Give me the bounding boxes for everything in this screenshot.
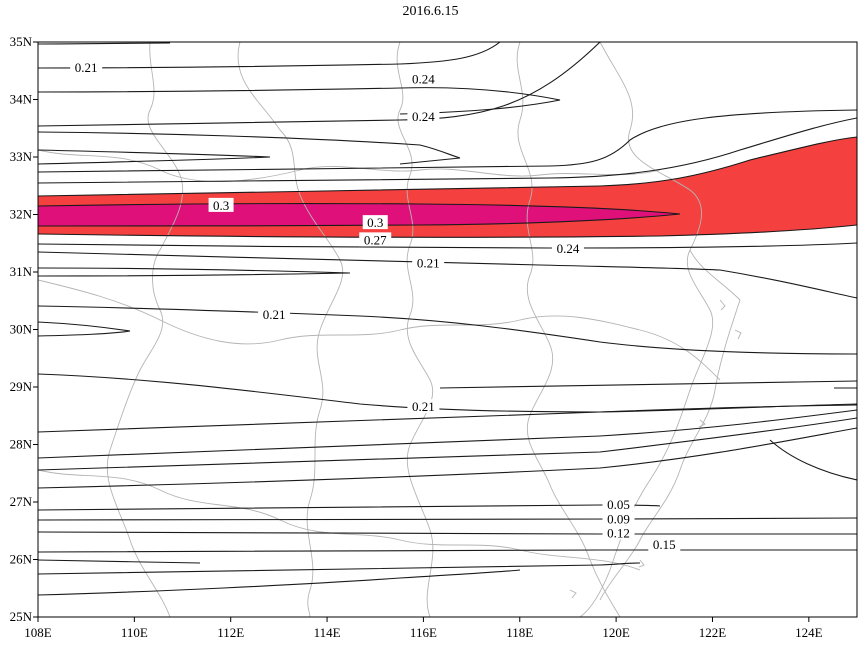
x-tick-label: 110E <box>121 625 148 640</box>
svg-text:0.24: 0.24 <box>412 71 435 86</box>
y-tick-label: 29N <box>10 379 33 394</box>
contour-label: 0.24 <box>407 108 440 124</box>
svg-text:0.21: 0.21 <box>263 307 286 322</box>
contour-label: 0.15 <box>648 537 681 552</box>
svg-text:0.15: 0.15 <box>653 537 676 552</box>
svg-text:0.3: 0.3 <box>367 215 383 230</box>
svg-text:0.12: 0.12 <box>607 526 630 541</box>
y-tick-label: 35N <box>10 34 33 49</box>
contour-lines <box>38 42 857 617</box>
x-tick-label: 108E <box>24 625 52 640</box>
map-title: 2016.6.15 <box>402 4 459 19</box>
svg-text:0.21: 0.21 <box>412 399 435 414</box>
plot-frame <box>37 41 858 618</box>
contour-label: 0.27 <box>359 232 392 247</box>
x-tick-label: 116E <box>410 625 437 640</box>
y-tick-label: 33N <box>10 149 33 164</box>
band-inner <box>38 203 680 226</box>
contour-label: 0.24 <box>407 71 440 86</box>
contour-label: 0.21 <box>258 307 291 322</box>
y-tick-label: 34N <box>10 92 33 107</box>
x-tick-label: 124E <box>795 625 823 640</box>
y-tick-label: 26N <box>10 552 33 567</box>
y-tick-label: 32N <box>10 207 33 222</box>
x-tick-label: 114E <box>314 625 341 640</box>
axis-ticks: 108E 110E 112E 114E 116E 118E 120E 122E 124E 35N 3… <box>10 34 823 640</box>
y-tick-label: 27N <box>10 494 33 509</box>
contour-label: 0.09 <box>602 511 635 526</box>
y-tick-label: 31N <box>10 264 33 279</box>
svg-text:0.09: 0.09 <box>607 511 630 526</box>
contour-label: 0.21 <box>412 255 445 270</box>
contour-label: 0.05 <box>602 496 635 512</box>
contour-labels: 0.21 0.24 0.24 0.3 0.3 0.27 0.24 0.21 0.21 0.21 0.… <box>70 59 681 552</box>
contour-label: 0.24 <box>551 241 584 256</box>
contour-label: 0.3 <box>362 215 388 230</box>
svg-text:0.05: 0.05 <box>607 497 630 512</box>
y-tick-label: 25N <box>10 609 33 624</box>
y-tick-label: 28N <box>10 437 33 452</box>
contour-label: 0.21 <box>70 59 103 75</box>
contour-label: 0.3 <box>208 197 234 213</box>
svg-text:0.21: 0.21 <box>417 255 440 270</box>
x-tick-label: 112E <box>217 625 244 640</box>
x-tick-label: 120E <box>602 625 630 640</box>
x-tick-label: 118E <box>506 625 533 640</box>
contour-label: 0.12 <box>602 525 635 541</box>
contour-label: 0.21 <box>407 399 440 414</box>
svg-text:0.21: 0.21 <box>75 60 98 75</box>
svg-text:0.24: 0.24 <box>412 109 435 124</box>
x-tick-label: 122E <box>699 625 727 640</box>
y-tick-label: 30N <box>10 322 33 337</box>
province-borders <box>38 42 742 617</box>
svg-text:0.24: 0.24 <box>557 241 580 256</box>
svg-text:0.3: 0.3 <box>213 198 229 213</box>
svg-text:0.27: 0.27 <box>364 232 387 247</box>
